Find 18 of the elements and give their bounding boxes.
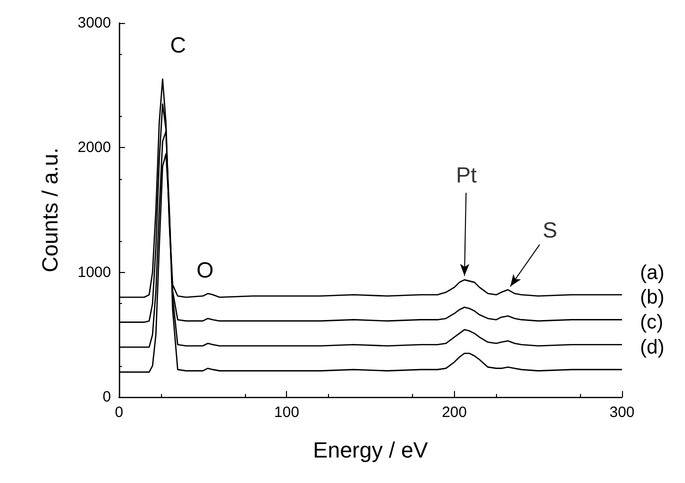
y-tick-label: 0 (102, 388, 111, 406)
y-tick-label: 2000 (78, 139, 111, 156)
annotation: O (196, 258, 214, 282)
x-tick-label: 200 (442, 404, 467, 421)
annotation: S (542, 217, 558, 242)
annotation: C (170, 32, 186, 58)
series-label: (a) (640, 262, 664, 284)
y-tick-label: 1000 (78, 264, 111, 281)
x-axis-title: Energy / eV (313, 438, 428, 462)
x-tick-label: 0 (114, 404, 124, 421)
x-tick-label: 100 (274, 404, 300, 421)
series-label: (c) (640, 312, 664, 334)
series-label: (d) (640, 336, 664, 359)
series-label: (b) (640, 286, 664, 309)
y-axis-title: Counts / a.u. (38, 148, 62, 272)
annotation: Pt (456, 162, 477, 188)
x-tick-label: 300 (609, 404, 635, 421)
y-tick-label: 3000 (78, 14, 111, 32)
